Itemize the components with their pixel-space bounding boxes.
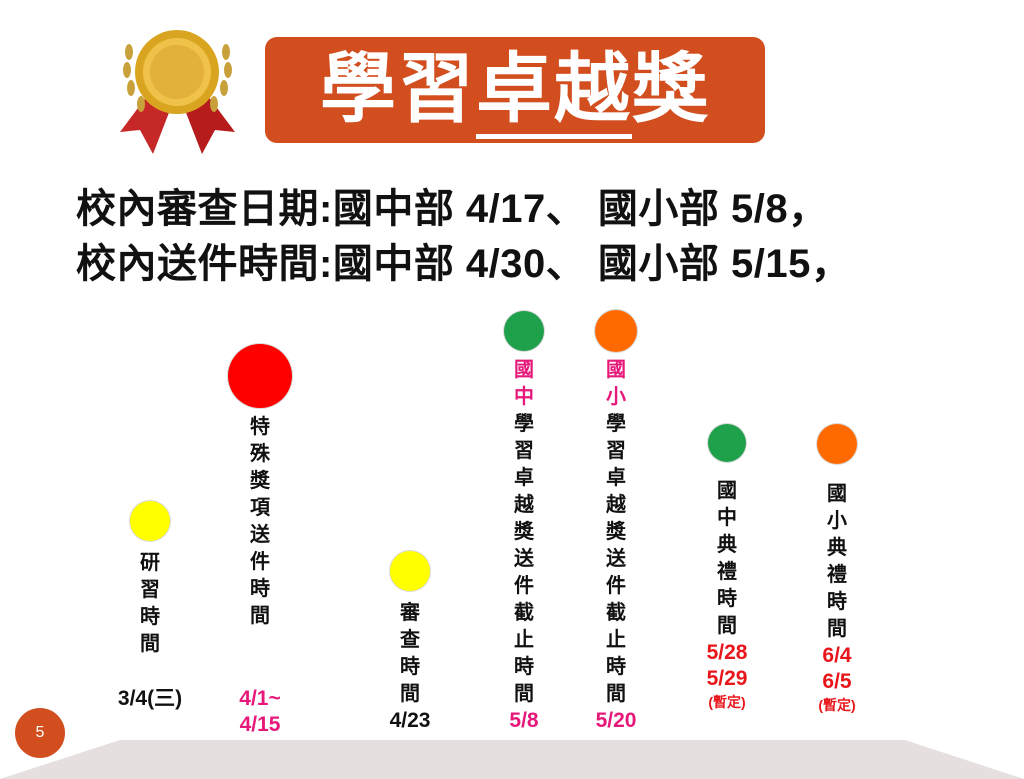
- review-date-line: 校內審查日期:國中部 4/17、 國小部 5/8，: [76, 187, 829, 231]
- date-value: 6/5: [822, 670, 852, 693]
- submission-date-line: 校內送件時間:國中部 4/30、 國小部 5/15，: [76, 242, 852, 286]
- tentative-note: (暫定): [708, 694, 746, 710]
- page-number-badge: 5: [15, 708, 65, 758]
- date-value: 4/1~: [239, 687, 281, 710]
- timeline-date: 6/4 6/5 (暫定): [777, 643, 897, 715]
- status-dot-icon: [708, 424, 746, 462]
- date-value: 5/29: [706, 667, 748, 690]
- status-dot-icon: [390, 551, 430, 591]
- timeline-label: 國小學習卓越獎送件截止時間: [605, 357, 627, 708]
- status-dot-icon: [817, 424, 857, 464]
- tentative-note: (暫定): [818, 697, 856, 713]
- date-value: 5/20: [595, 709, 637, 732]
- timeline-label-text: 國中典禮時間: [717, 480, 737, 637]
- timeline-label-text: 學習卓越獎送件截止時間: [514, 413, 534, 705]
- date-value: 3/4(三): [117, 687, 183, 710]
- title-banner: 學習卓越獎: [265, 37, 765, 143]
- date-value: 5/28: [706, 641, 748, 664]
- timeline-date: 4/1~ 4/15: [200, 686, 320, 738]
- timeline-label: 國中學習卓越獎送件截止時間: [513, 357, 535, 708]
- timeline-label: 特殊獎項送件時間: [249, 414, 271, 630]
- timeline-label: 國中典禮時間: [716, 478, 738, 640]
- status-dot-icon: [504, 311, 544, 351]
- timeline-label: 研習時間: [139, 550, 161, 658]
- timeline-label-text: 審查時間: [400, 602, 420, 705]
- date-value: 4/15: [239, 713, 281, 736]
- timeline-label-highlight: 國小: [606, 359, 626, 408]
- timeline-label-text: 國小典禮時間: [827, 483, 847, 640]
- page-title: 學習卓越獎: [320, 47, 710, 139]
- date-value: 4/23: [389, 709, 431, 732]
- status-dot-icon: [595, 310, 637, 352]
- timeline-date: 5/28 5/29 (暫定): [667, 640, 787, 712]
- timeline-date: 4/23: [350, 708, 470, 734]
- timeline-date: 5/8: [464, 708, 584, 734]
- timeline-label: 國小典禮時間: [826, 481, 848, 643]
- timeline-date: 3/4(三): [90, 686, 210, 712]
- timeline-date: 5/20: [556, 708, 676, 734]
- timeline-label-highlight: 國中: [514, 359, 534, 408]
- timeline-label: 審查時間: [399, 600, 421, 708]
- date-value: 6/4: [822, 644, 852, 667]
- status-dot-icon: [130, 501, 170, 541]
- timeline-label-text: 學習卓越獎送件截止時間: [606, 413, 626, 705]
- floor-decoration: [0, 740, 1024, 779]
- status-dot-icon: [228, 344, 292, 408]
- gold-medal-ribbon-icon: [120, 30, 235, 154]
- date-value: 5/8: [509, 709, 539, 732]
- timeline-label-text: 研習時間: [140, 552, 160, 655]
- timeline-label-text: 特殊獎項送件時間: [250, 416, 270, 627]
